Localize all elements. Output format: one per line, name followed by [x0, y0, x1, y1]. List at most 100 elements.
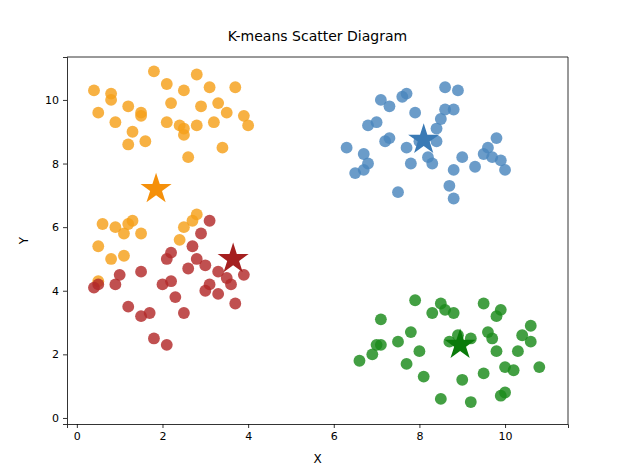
tick: 8 [52, 158, 67, 171]
point [204, 81, 216, 93]
frame [568, 57, 569, 424]
point [491, 132, 503, 144]
tick-mark [63, 291, 67, 292]
point [221, 107, 233, 119]
axis-line [68, 425, 569, 429]
point [217, 142, 229, 154]
point [229, 81, 241, 93]
point [456, 374, 468, 386]
centroid [141, 173, 172, 203]
tick-label: 8 [416, 430, 423, 443]
point [405, 158, 417, 170]
frame [67, 57, 568, 58]
tick-mark [63, 418, 67, 419]
point [439, 81, 451, 93]
point [161, 116, 173, 128]
tick-label: 6 [52, 221, 59, 234]
tick-label: 0 [74, 430, 81, 443]
tick: 4 [52, 285, 67, 298]
point [341, 142, 353, 154]
point [148, 65, 160, 77]
point [401, 88, 413, 100]
point [135, 228, 147, 240]
point [242, 119, 254, 131]
point [525, 336, 537, 348]
tick: 8 [416, 424, 423, 443]
point [508, 364, 520, 376]
point [491, 345, 503, 357]
point [452, 84, 464, 96]
point [362, 158, 374, 170]
tick-label: 2 [52, 348, 59, 361]
tick: 0 [52, 412, 67, 425]
tick-mark [162, 424, 163, 428]
point [127, 215, 139, 227]
point [105, 94, 117, 106]
point [435, 393, 447, 405]
point [92, 107, 104, 119]
point [199, 285, 211, 297]
point [375, 339, 387, 351]
point [431, 123, 443, 135]
point [165, 97, 177, 109]
point [409, 107, 421, 119]
point [118, 250, 130, 262]
tick: 6 [52, 221, 67, 234]
point [144, 307, 156, 319]
point [478, 368, 490, 380]
point [139, 135, 151, 147]
series [88, 215, 250, 351]
point [478, 298, 490, 310]
point [191, 69, 203, 81]
point [392, 336, 404, 348]
point [122, 100, 134, 112]
point [465, 396, 477, 408]
point [413, 345, 425, 357]
point [426, 307, 438, 319]
point [495, 304, 507, 316]
tick-label: 8 [52, 158, 59, 171]
point [384, 132, 396, 144]
point [448, 307, 460, 319]
point [371, 116, 383, 128]
point [161, 78, 173, 90]
tick-mark [334, 424, 335, 428]
y-axis-title: Y [17, 236, 31, 245]
point [375, 313, 387, 325]
point [456, 151, 468, 163]
series [445, 328, 476, 358]
tick-mark [419, 424, 420, 428]
tick-mark [63, 100, 67, 101]
point [135, 266, 147, 278]
series [88, 65, 254, 287]
centroid [445, 328, 476, 358]
tick: 10 [45, 94, 67, 107]
point [122, 139, 134, 151]
point [88, 84, 100, 96]
point [191, 119, 203, 131]
tick-mark [248, 424, 249, 428]
point [354, 355, 366, 367]
point [401, 142, 413, 154]
y-axis: 0 2 4 6 8 10 [45, 58, 68, 425]
series [354, 294, 546, 408]
tick-mark [77, 424, 78, 428]
point [97, 218, 109, 230]
point [512, 345, 524, 357]
tick-mark [505, 424, 506, 428]
series [218, 243, 249, 273]
point [135, 110, 147, 122]
point [187, 240, 199, 252]
marks [88, 65, 545, 408]
point [174, 234, 186, 246]
point [182, 151, 194, 163]
point [499, 164, 511, 176]
title: K-means Scatter Diagram [228, 28, 407, 44]
point [178, 307, 190, 319]
point [165, 275, 177, 287]
point [448, 104, 460, 116]
point [105, 253, 117, 265]
tick-label: 10 [45, 94, 59, 107]
point [114, 269, 126, 281]
point [109, 116, 121, 128]
